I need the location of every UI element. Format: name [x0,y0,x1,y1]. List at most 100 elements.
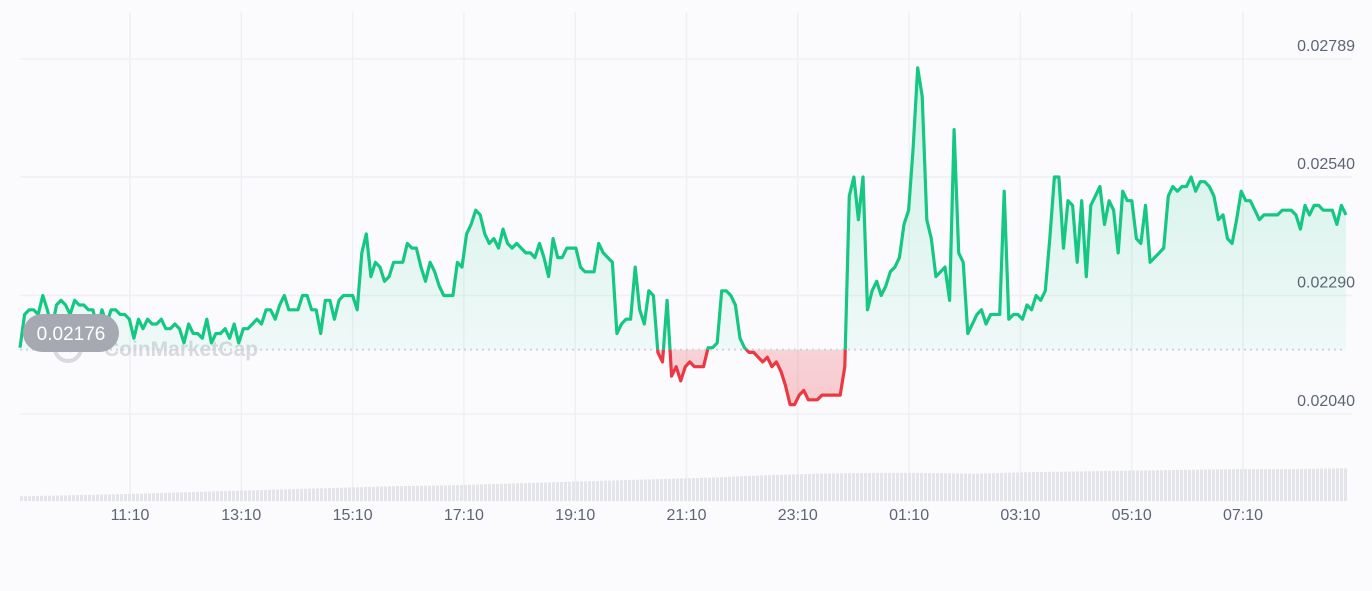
x-tick-label: 11:10 [111,507,150,524]
volume-bar [780,474,783,501]
volume-bar [84,494,87,501]
volume-bar [692,478,695,501]
volume-bar [940,473,943,501]
volume-bar [624,480,627,501]
volume-bar [416,485,419,501]
volume-bar [1324,468,1327,501]
volume-bar [736,476,739,501]
volume-bar [1036,472,1039,501]
volume-bar [112,494,115,501]
volume-bar [56,495,59,501]
area-fill-up [20,67,1346,350]
volume-bar [768,475,771,501]
volume-bar [540,482,543,501]
volume-bar [952,473,955,501]
volume-bar [880,472,883,501]
volume-bar [148,493,151,501]
volume-bar [200,491,203,501]
volume-bar [556,482,559,501]
volume-bar [1236,469,1239,501]
volume-bar [1328,468,1331,501]
volume-bar [568,481,571,501]
volume-bar [628,479,631,501]
volume-bar [972,473,975,501]
volume-bar [20,496,23,501]
volume-bar [1272,469,1275,501]
volume-bar [1176,469,1179,501]
volume-bar [712,477,715,501]
volume-bar [1312,468,1315,501]
volume-bar [1172,470,1175,501]
volume-bar [716,477,719,501]
volume-bar [324,488,327,501]
x-tick-label: 19:10 [555,507,595,524]
volume-bar [172,492,175,501]
volume-bar [648,479,651,501]
volume-bar [452,485,455,501]
volume-bar [1292,469,1295,501]
volume-bar [756,475,759,501]
x-tick-label: 21:10 [666,507,706,524]
volume-bar [872,472,875,501]
volume-bar [104,494,107,501]
volume-bar [676,478,679,501]
volume-bar [304,488,307,501]
volume-bar [308,488,311,501]
volume-bar [1056,471,1059,501]
volume-bar [484,484,487,501]
volume-bar [864,472,867,501]
volume-bar [820,473,823,501]
volume-bar [88,494,91,501]
volume-bar [1340,468,1343,501]
x-tick-label: 03:10 [1000,507,1040,524]
volume-bar [744,476,747,501]
volume-bar [76,495,79,501]
volume-bar [216,491,219,501]
volume-bar [1248,469,1251,501]
volume-bar [428,485,431,501]
volume-bar [580,481,583,501]
volume-bar [796,474,799,501]
area-fill-down [20,349,1346,405]
volume-bar [1076,471,1079,501]
volume-bar [1156,470,1159,501]
volume-bar [336,487,339,501]
volume-bar [960,473,963,501]
volume-bar [1180,469,1183,501]
volume-bar [1092,471,1095,501]
volume-bar [40,495,43,501]
volume-bar [596,480,599,501]
volume-bar [836,473,839,501]
volume-bar [892,472,895,501]
volume-bar [1228,469,1231,501]
volume-bar [1016,472,1019,501]
volume-bar [784,474,787,501]
volume-bar [752,475,755,501]
line-down [656,349,847,407]
volume-bar [1040,471,1043,501]
volume-bar [660,479,663,501]
volume-bar [472,484,475,501]
volume-bar [1020,472,1023,501]
volume-bar [988,473,991,501]
volume-bar [1112,470,1115,501]
volume-bar [1072,471,1075,501]
volume-bar [1068,471,1071,501]
volume-bar [944,473,947,501]
volume-bar [728,476,731,501]
volume-bar [1132,470,1135,501]
volume-bar [748,475,751,501]
volume-bar [1304,468,1307,501]
volume-bar [792,474,795,501]
volume-bar [724,476,727,501]
volume-bar [584,481,587,501]
volume-bar [72,495,75,501]
volume-bar [720,477,723,501]
volume-bar [1168,470,1171,501]
volume-bar [108,494,111,501]
volume-bar [900,472,903,501]
volume-bar [1024,472,1027,501]
volume-bar [888,472,891,501]
y-tick-label: 0.02040 [1297,393,1355,410]
